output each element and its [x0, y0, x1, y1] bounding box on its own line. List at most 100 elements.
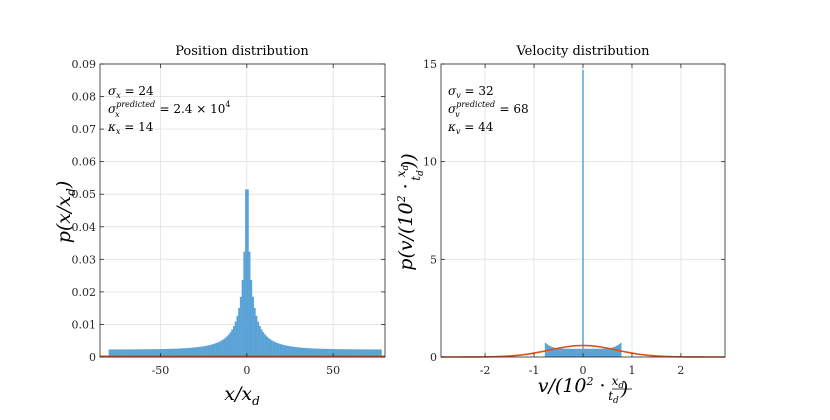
position-histogram-bar [146, 349, 149, 357]
position-histogram-bar [229, 332, 232, 357]
position-histogram-bar [127, 349, 130, 357]
position-histogram-bar [352, 349, 355, 357]
velocity-y-axis-label: p(v/(102 · xdtd)) [394, 153, 426, 270]
position-histogram-bar [255, 315, 258, 357]
velocity-histogram-bar [571, 348, 574, 357]
velocity-histogram-bar [613, 346, 616, 357]
position-histogram-bar [207, 345, 210, 357]
position-histogram-bar [217, 342, 220, 357]
velocity-distribution-panel: 0 5 10 15 -2 -1 0 1 2 Velocity distribution σv =… [394, 44, 726, 406]
position-x-tick-label: 50 [326, 364, 340, 377]
position-histogram-bar [131, 349, 134, 357]
velocity-y-tick-label: 0 [430, 351, 437, 364]
velocity-histogram-bar [568, 348, 571, 357]
velocity-histogram-bar [607, 348, 609, 357]
position-histogram-bar [151, 349, 154, 357]
position-histogram-bar [222, 339, 225, 357]
velocity-histogram-bar [579, 348, 581, 357]
position-histogram-bar [372, 349, 375, 357]
position-y-tick-label: 0.07 [72, 123, 97, 136]
velocity-histogram-bar [576, 348, 579, 357]
velocity-histogram-bar [586, 348, 589, 357]
position-histogram-bar [176, 348, 178, 357]
position-histogram-bar [189, 347, 192, 357]
position-histogram-bar [110, 349, 113, 357]
position-histogram-bar [314, 348, 317, 357]
position-histogram-bar [241, 280, 244, 357]
position-histogram-bar [233, 326, 235, 357]
position-histogram-bar [141, 349, 144, 357]
velocity-histogram-bar [594, 348, 597, 357]
velocity-x-axis-label: v/(102 · xd td) [538, 374, 628, 406]
velocity-x-tick-label: 2 [677, 364, 684, 377]
velocity-histogram-bar [589, 348, 591, 357]
position-histogram-bar [257, 321, 260, 357]
position-histogram-bar [362, 349, 365, 357]
position-kappa-annotation: κx = 14 [107, 120, 154, 136]
position-histogram-bar [167, 348, 170, 357]
velocity-histogram [544, 69, 622, 358]
position-y-tick-label: 0.08 [72, 91, 97, 104]
position-histogram-bar [120, 349, 123, 357]
position-histogram-bar [271, 340, 273, 357]
position-histogram-bar [129, 349, 132, 357]
position-histogram-bar [276, 342, 279, 357]
velocity-histogram-bar [561, 348, 563, 357]
position-histogram-bar [277, 343, 280, 357]
position-histogram-bar [353, 349, 356, 357]
velocity-kappa-annotation: κv = 44 [447, 120, 494, 136]
position-histogram-bar [248, 251, 251, 357]
position-histogram-bar [195, 347, 197, 357]
velocity-histogram-bar [602, 348, 604, 357]
position-histogram-bar [234, 321, 237, 357]
position-histogram-bar [143, 349, 146, 357]
position-histogram-bar [117, 349, 120, 357]
position-histogram-bar [364, 349, 367, 357]
position-histogram-bar [348, 349, 351, 357]
position-histogram-bar [374, 349, 377, 357]
position-histogram-bar [360, 349, 363, 357]
position-histogram-bar [296, 347, 299, 357]
position-histogram-bar [338, 349, 341, 357]
velocity-histogram-bar [590, 348, 593, 357]
position-histogram-bar [191, 347, 194, 357]
position-histogram-bar [236, 315, 239, 357]
position-histogram-bar [286, 345, 289, 357]
position-histogram-bar [281, 344, 284, 357]
velocity-histogram-bar [544, 342, 547, 357]
position-histogram-bar [227, 334, 230, 357]
velocity-y-tick-label: 5 [430, 253, 437, 266]
position-histogram-bar [341, 349, 344, 357]
position-histogram-bar [258, 326, 261, 357]
velocity-histogram-bar [598, 348, 600, 357]
position-x-axis-label: x/xd [224, 383, 260, 408]
position-histogram-bar [205, 345, 208, 357]
position-histogram-bar [340, 349, 343, 357]
position-histogram-bar [148, 349, 151, 357]
position-histogram-bar [115, 349, 118, 357]
velocity-histogram-bar [599, 348, 602, 357]
position-histogram-bar [136, 349, 139, 357]
velocity-histogram-bar [605, 348, 608, 357]
position-histogram-bar [238, 307, 241, 357]
position-histogram-bar [210, 344, 213, 357]
position-histogram-bar [203, 346, 206, 357]
velocity-histogram-bar [548, 345, 551, 357]
position-y-tick-label: 0 [89, 351, 96, 364]
position-histogram-bar [293, 346, 296, 357]
position-histogram-bar [165, 348, 168, 357]
position-histogram-bar [265, 336, 268, 357]
position-histogram-bar [124, 349, 127, 357]
velocity-histogram-bar [614, 346, 617, 357]
position-histogram-bar [347, 349, 349, 357]
position-histogram-bar [350, 349, 353, 357]
position-histogram-bar [326, 348, 329, 357]
position-y-tick-label: 0.09 [72, 58, 97, 71]
position-histogram-bar [125, 349, 128, 357]
velocity-y-tick-label: 15 [423, 58, 437, 71]
position-histogram-bar [253, 307, 256, 357]
position-histogram-bar [274, 342, 277, 357]
position-histogram-bar [162, 349, 165, 357]
position-histogram-bar [150, 349, 153, 357]
position-histogram-bar [355, 349, 358, 357]
